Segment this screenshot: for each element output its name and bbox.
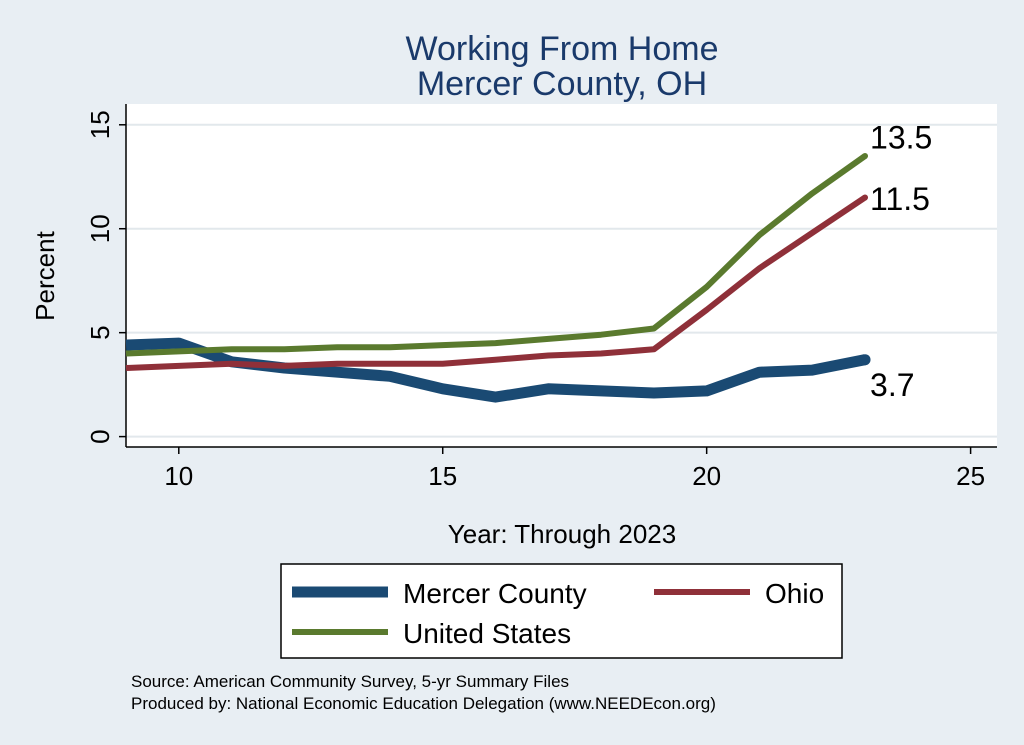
chart-title-line-1: Working From Home: [406, 30, 719, 68]
y-axis-title: Percent: [30, 230, 60, 320]
y-tick-label: 5: [85, 325, 115, 339]
chart-title-line-2: Mercer County, OH: [417, 65, 707, 103]
end-value-label: 13.5: [870, 119, 932, 155]
source-note: Source: American Community Survey, 5-yr …: [131, 672, 569, 691]
x-tick-label: 25: [956, 461, 985, 491]
x-tick-label: 15: [428, 461, 457, 491]
axes: 0 5 10 15 10 15 20 25: [85, 104, 997, 491]
end-value-label: 11.5: [870, 181, 930, 217]
legend-box: [280, 563, 843, 659]
series-line-ohio: [125, 195, 867, 371]
series-end-point: [859, 354, 871, 366]
y-tick-label: 10: [85, 214, 115, 243]
legend-label-mercer: Mercer County: [403, 578, 587, 609]
legend-label-ohio: Ohio: [765, 578, 824, 609]
produced-by-note: Produced by: National Economic Education…: [131, 694, 716, 713]
end-labels: 3.7 11.5 13.5: [870, 119, 932, 403]
y-tick-label: 15: [85, 110, 115, 139]
y-tick-label: 0: [85, 429, 115, 443]
series-lines: [125, 152, 871, 403]
series-end-point: [862, 152, 869, 159]
series-line-united-states: [125, 153, 867, 357]
legend: Mercer County Ohio United States: [280, 563, 843, 659]
x-tick-label: 20: [692, 461, 721, 491]
end-value-label: 3.7: [870, 367, 914, 403]
x-tick-label: 10: [164, 461, 193, 491]
legend-label-us: United States: [403, 618, 571, 649]
x-axis-title: Year: Through 2023: [448, 519, 676, 549]
grid-lines: [126, 123, 997, 438]
series-end-point: [862, 194, 869, 201]
